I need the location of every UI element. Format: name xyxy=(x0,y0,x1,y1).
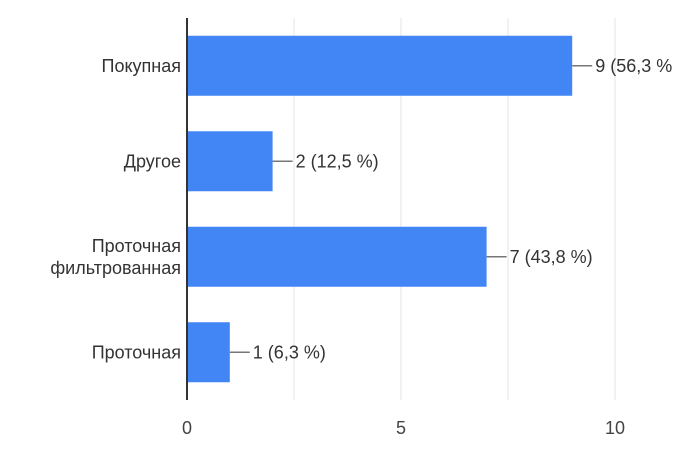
x-tick-label: 0 xyxy=(182,418,192,438)
bars xyxy=(187,35,573,383)
x-tick-label: 5 xyxy=(396,418,406,438)
x-tick-labels: 0 5 10 xyxy=(182,418,625,438)
category-label: Другое xyxy=(124,151,181,171)
data-label: 1 (6,3 %) xyxy=(253,342,326,362)
data-label: 7 (43,8 %) xyxy=(510,247,593,267)
data-label: 9 (56,3 % xyxy=(595,56,672,76)
category-label-line: Проточная xyxy=(92,342,181,362)
bar xyxy=(187,226,487,287)
category-label: Проточная xyxy=(92,342,181,362)
category-label-line: Проточная xyxy=(92,236,181,256)
bar xyxy=(187,35,573,96)
category-label: Проточная фильтрованная xyxy=(50,236,181,278)
category-label-line: Покупная xyxy=(102,56,181,76)
bar xyxy=(187,131,273,192)
category-label-line: фильтрованная xyxy=(50,258,181,278)
label-connectors xyxy=(229,65,593,353)
data-label: 2 (12,5 %) xyxy=(296,151,379,171)
x-tick-label: 10 xyxy=(605,418,625,438)
bar xyxy=(187,322,230,383)
category-label-line: Другое xyxy=(124,151,181,171)
category-label: Покупная xyxy=(102,56,181,76)
data-labels: 9 (56,3 % 2 (12,5 %) 7 (43,8 %) 1 (6,3 %) xyxy=(253,56,672,363)
